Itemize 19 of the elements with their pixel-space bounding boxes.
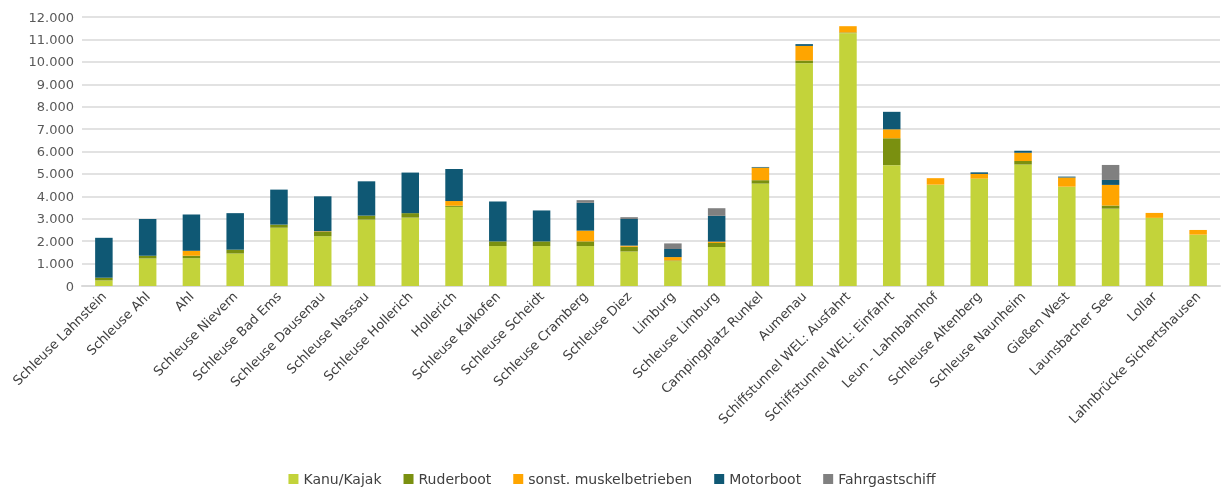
x-tick-label: Ahl <box>171 288 197 314</box>
y-tick-label: 1.000 <box>36 256 74 272</box>
legend-label: sonst. muskelbetrieben <box>528 471 693 487</box>
y-tick-label: 8.000 <box>36 99 74 115</box>
y-tick-label: 12.000 <box>28 9 74 25</box>
y-tick-label: 10.000 <box>28 54 74 70</box>
y-tick-label: 11.000 <box>28 31 74 47</box>
y-tick-label: 2.000 <box>36 233 74 249</box>
legend-label: Motorboot <box>729 471 802 487</box>
y-tick-label: 0 <box>65 278 74 294</box>
legend-label: Fahrgastschiff <box>838 471 936 487</box>
y-tick-label: 3.000 <box>36 211 74 227</box>
legend-label: Ruderboot <box>418 471 492 487</box>
y-tick-label: 6.000 <box>36 144 74 159</box>
y-tick-label: 4.000 <box>36 188 74 204</box>
y-tick-label: 5.000 <box>36 166 74 182</box>
y-tick-label: 7.000 <box>36 121 74 137</box>
legend-label: Kanu/Kajak <box>303 471 383 487</box>
y-tick-label: 9.000 <box>36 76 74 92</box>
